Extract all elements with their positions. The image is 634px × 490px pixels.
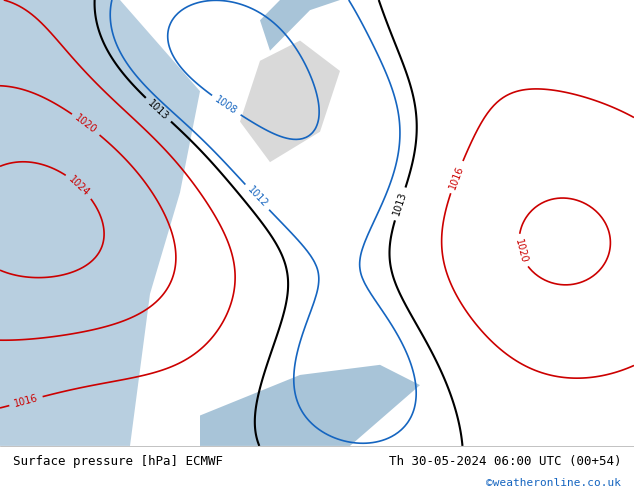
Text: 1013: 1013: [146, 98, 171, 122]
Text: 1008: 1008: [213, 94, 239, 116]
Text: 1013: 1013: [392, 191, 409, 217]
Polygon shape: [0, 0, 200, 446]
Text: ©weatheronline.co.uk: ©weatheronline.co.uk: [486, 478, 621, 489]
Polygon shape: [200, 365, 420, 446]
Text: Surface pressure [hPa] ECMWF: Surface pressure [hPa] ECMWF: [13, 455, 223, 468]
Text: 1024: 1024: [67, 174, 92, 198]
Polygon shape: [260, 0, 340, 50]
Text: Th 30-05-2024 06:00 UTC (00+54): Th 30-05-2024 06:00 UTC (00+54): [389, 455, 621, 468]
Text: 1020: 1020: [513, 238, 528, 264]
Polygon shape: [240, 41, 340, 162]
Text: 1020: 1020: [73, 113, 99, 136]
Text: 1016: 1016: [13, 393, 39, 409]
Text: 1016: 1016: [448, 164, 465, 190]
Text: 1012: 1012: [245, 185, 269, 210]
